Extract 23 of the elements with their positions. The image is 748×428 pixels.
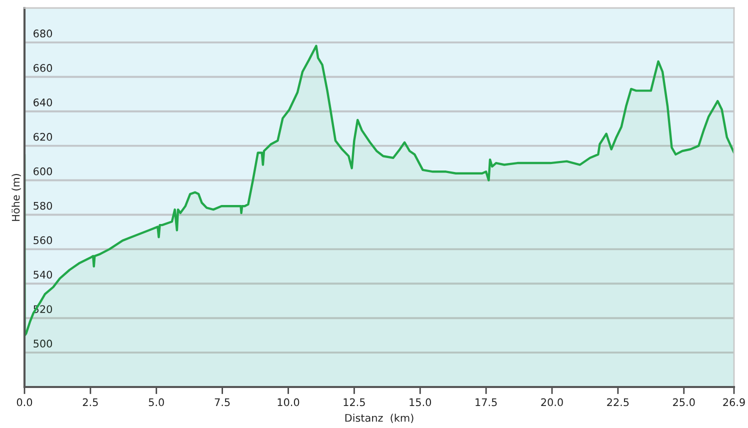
x-tick-label: 2.5 xyxy=(82,398,98,406)
y-tick-label: 500 xyxy=(34,340,52,348)
y-tick-label: 640 xyxy=(34,98,52,106)
x-tick-label: 7.5 xyxy=(214,398,230,406)
x-tick-label: 5.0 xyxy=(148,398,164,406)
y-tick-label: 660 xyxy=(34,64,52,72)
y-tick-label: 560 xyxy=(34,236,52,244)
y-axis-title: Höhe (m) xyxy=(12,174,21,221)
x-tick-label: 26.9 xyxy=(723,398,745,406)
x-tick-label: 12.5 xyxy=(344,398,365,406)
x-tick-label: 15.0 xyxy=(410,398,432,406)
y-tick-label: 540 xyxy=(34,270,52,279)
x-tick-label: 10.0 xyxy=(278,398,300,406)
x-axis-title: Distanz (km) xyxy=(345,414,414,424)
y-tick-label: 580 xyxy=(34,202,52,210)
x-tick-label: 17.5 xyxy=(476,398,497,406)
y-tick-label: 680 xyxy=(34,30,52,38)
y-tick-label: 600 xyxy=(34,167,52,176)
x-tick-label: 0.0 xyxy=(16,398,32,406)
x-tick-label: 22.5 xyxy=(607,398,629,406)
y-tick-label: 620 xyxy=(34,132,52,141)
x-tick-label: 20.0 xyxy=(541,398,563,406)
x-tick-label: 25.0 xyxy=(673,398,695,406)
